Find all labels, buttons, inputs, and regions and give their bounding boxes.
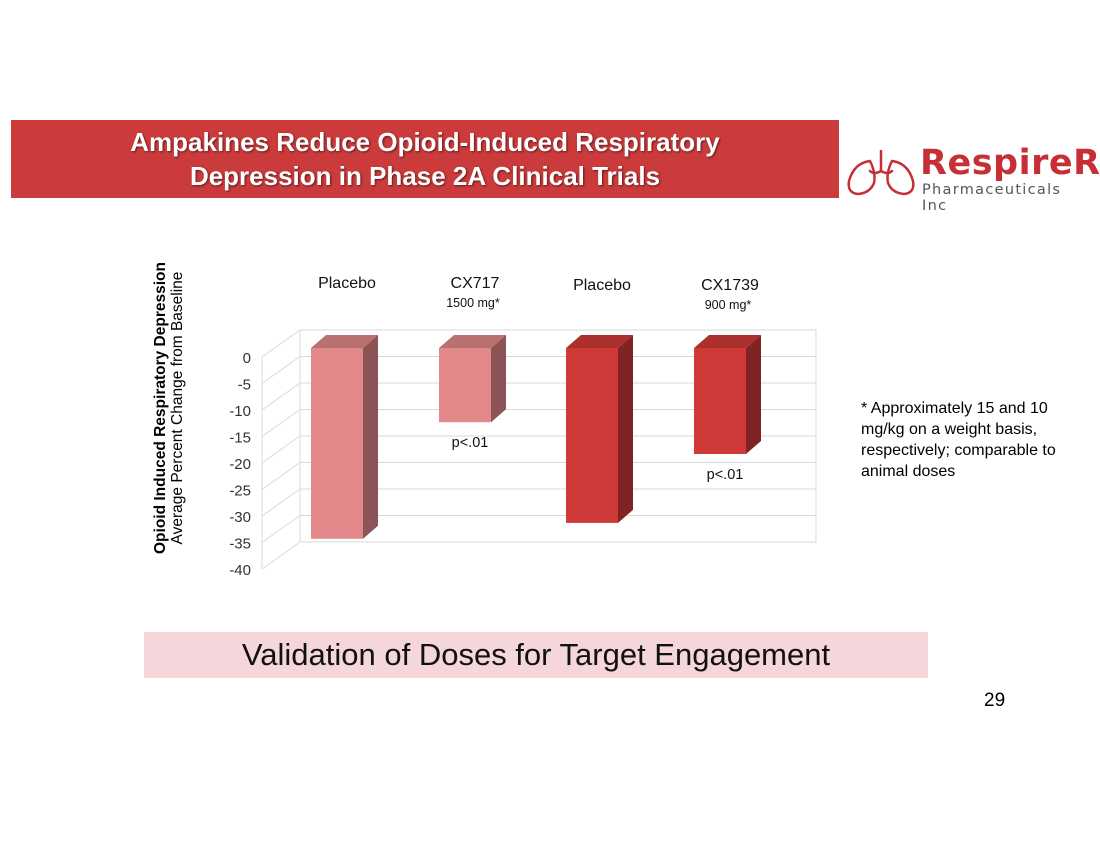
page-number: 29 [984,690,1006,711]
category-label: Placebo [318,275,376,292]
bar-top [566,335,633,348]
lungs-icon [847,149,915,196]
y-tick-label: -25 [229,483,251,500]
bar-side [363,335,378,539]
gridline-side [261,329,301,358]
gridline-side [261,515,301,543]
gridline-side [261,356,301,384]
y-tick-label: -40 [229,562,251,579]
company-logo: RespireRx Pharmaceuticals Inc [842,143,1100,214]
slide-title: Ampakines Reduce Opioid-Induced Respirat… [130,127,720,191]
category-label: CX717 [451,275,500,292]
y-tick-label: -20 [229,456,251,473]
bottom-banner: Validation of Doses for Target Engagemen… [144,632,928,678]
bar-top [439,335,506,348]
y-tick-label: -5 [238,377,251,394]
bar-side [491,335,506,423]
y-tick-label: -30 [229,509,251,526]
category-label: Placebo [573,277,631,294]
gridline-side [261,435,301,464]
p-value-annotation: p<.01 [452,435,489,451]
category-label: CX1739 [701,277,759,294]
y-tick-label: -10 [229,403,251,420]
gridline-side [261,488,301,517]
title-banner: Ampakines Reduce Opioid-Induced Respirat… [11,120,839,198]
y-tick-label: 0 [243,350,251,367]
category-sublabel: 900 mg* [705,298,752,312]
logo-subtitle: Pharmaceuticals Inc [922,182,1062,214]
bar-front [566,348,618,523]
bar-side [746,335,761,454]
gridline-side [261,409,301,437]
bar-front [694,348,746,454]
bar-top [311,335,378,348]
bar-top [694,335,761,348]
footnote: * Approximately 15 and 10 mg/kg on a wei… [861,400,1056,480]
bar-front [439,348,491,423]
y-tick-label: -15 [229,430,251,447]
gridline-side [261,382,301,411]
bar-side [618,335,633,523]
gridline-side [261,462,301,490]
bar-front [311,348,363,539]
p-value-annotation: p<.01 [707,467,744,483]
bottom-banner-text: Validation of Doses for Target Engagemen… [241,637,831,672]
logo-name: RespireRx [920,143,1100,183]
y-tick-label: -35 [229,536,251,553]
category-sublabel: 1500 mg* [446,296,500,310]
gridline-side [261,541,301,570]
